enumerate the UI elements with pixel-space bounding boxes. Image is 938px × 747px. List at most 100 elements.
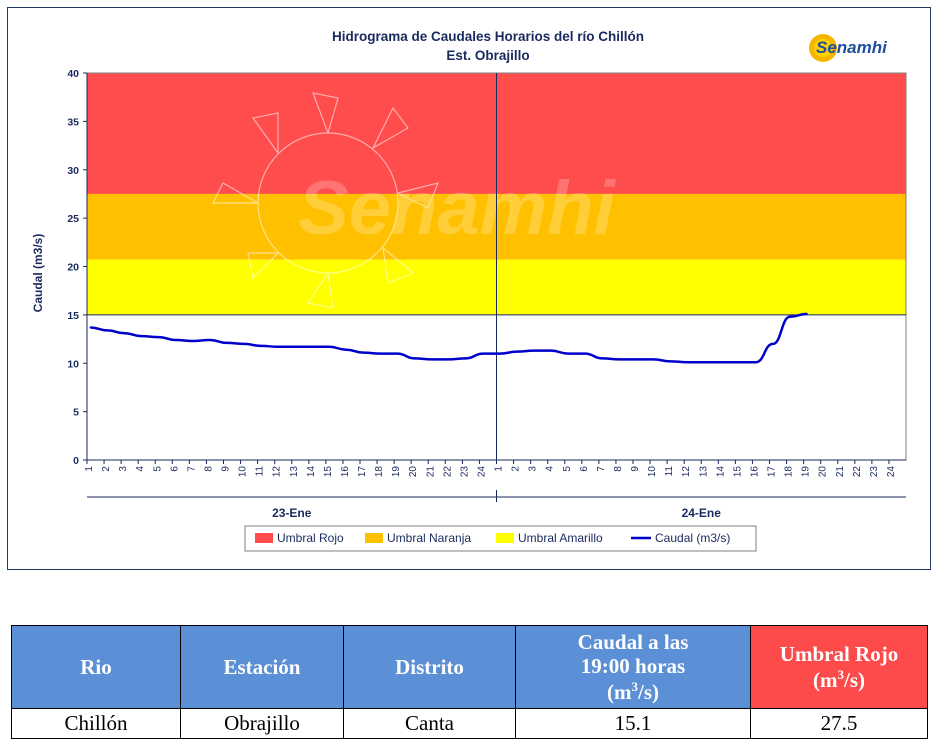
data-point — [157, 336, 160, 338]
x-tick-label: 14 — [306, 466, 317, 478]
x-tick-label: 18 — [784, 466, 795, 478]
x-tick-label: 10 — [647, 466, 658, 478]
data-point — [260, 345, 262, 347]
x-tick-label: 5 — [562, 466, 573, 472]
data-point — [737, 361, 740, 364]
logo-text: Senamhi — [816, 38, 888, 57]
cell-umbral: 27.5 — [750, 708, 928, 739]
header-caudal-unit-sup: 3 — [631, 678, 639, 694]
x-tick-label: 4 — [545, 466, 556, 472]
x-tick-label: 21 — [835, 466, 846, 478]
y-tick-label: 20 — [67, 262, 79, 274]
x-tick-label: 11 — [664, 466, 675, 477]
data-point — [379, 352, 382, 355]
data-point — [789, 316, 791, 318]
x-tick-label: 12 — [272, 466, 283, 478]
x-tick-label: 4 — [135, 466, 146, 472]
x-tick-label: 17 — [357, 466, 368, 478]
x-tick-label: 20 — [818, 466, 829, 478]
x-tick-label: 7 — [186, 466, 197, 472]
legend-item-4-label: Caudal (m3/s) — [655, 531, 730, 545]
data-point — [294, 346, 296, 348]
data-point — [447, 358, 450, 361]
data-point — [703, 361, 706, 364]
data-point — [806, 313, 808, 315]
data-point — [396, 352, 399, 355]
x-tick-label: 23 — [869, 466, 880, 478]
x-tick-label: 3 — [118, 466, 129, 472]
watermark: Senamhi — [212, 92, 617, 309]
header-caudal: Caudal a las 19:00 horas (m3/s) — [515, 625, 751, 709]
x-tick-label: 6 — [579, 466, 590, 472]
header-umbral: Umbral Rojo (m3/s) — [750, 625, 928, 709]
data-point — [772, 343, 774, 345]
header-umbral-unit-sup: 3 — [837, 666, 845, 682]
x-tick-label: 24 — [886, 466, 897, 478]
x-tick-label: 15 — [323, 466, 334, 478]
data-point — [550, 349, 552, 352]
sun-icon — [809, 34, 837, 62]
legend-item-2-label: Umbral Naranja — [387, 531, 471, 545]
x-tick-label: 9 — [630, 466, 641, 472]
data-point — [516, 350, 518, 353]
x-tick-label: 8 — [613, 466, 624, 472]
x-tick-label: 20 — [408, 466, 419, 478]
table-header-row: Rio Estación Distrito Caudal a las 19:00… — [11, 625, 928, 709]
x-tick-label: 23 — [459, 466, 470, 478]
data-point — [533, 349, 535, 352]
data-point — [209, 339, 211, 341]
series-layer — [89, 312, 808, 364]
legend-item-1-label: Umbral Rojo — [277, 531, 344, 545]
x-tick-labels: 1 2 3 4 5 6 7 8 9 10 11 12 13 14 15 16 17 18 19 20 21 22 23 24 1… — [84, 460, 906, 520]
x-tick-label: 1 — [494, 466, 505, 472]
legend-item-3-label: Umbral Amarillo — [518, 531, 603, 545]
data-point — [362, 351, 365, 354]
y-tick-label: 0 — [73, 455, 79, 467]
x-tick-label: 13 — [289, 466, 300, 478]
data-point — [755, 361, 757, 364]
legend-item-2-swatch — [365, 533, 383, 543]
data-point — [720, 361, 723, 364]
data-point — [191, 340, 194, 342]
data-point — [243, 343, 245, 345]
x-tick-label: 19 — [801, 466, 812, 478]
x-tick-label: 2 — [511, 466, 522, 472]
data-point — [89, 326, 92, 329]
x-tick-label: 2 — [101, 466, 112, 472]
y-tick-label: 40 — [67, 68, 79, 80]
data-point — [174, 339, 177, 341]
x-tick-label: 22 — [852, 466, 863, 478]
header-caudal-unit-post: /s) — [638, 679, 659, 704]
header-caudal-line2: 19:00 horas — [580, 654, 686, 679]
legend: Umbral Rojo Umbral Naranja Umbral Amarillo… — [244, 525, 757, 552]
x-tick-label: 1 — [84, 466, 95, 472]
data-point — [123, 332, 126, 335]
cell-rio: Chillón — [11, 708, 181, 739]
x-tick-label: 5 — [152, 466, 163, 472]
hydrograph-chart: Hidrograma de Caudales Horarios del río … — [31, 29, 907, 552]
chart-frame: Hidrograma de Caudales Horarios del río … — [7, 7, 931, 570]
x-tick-label: 18 — [374, 466, 385, 478]
x-tick-label: 17 — [767, 466, 778, 478]
legend-item-3-swatch — [496, 533, 514, 543]
cell-distrito: Canta — [343, 708, 516, 739]
data-point — [311, 346, 314, 348]
data-point — [345, 348, 348, 351]
x-tick-label: 7 — [596, 466, 607, 472]
data-point — [277, 346, 279, 348]
cell-caudal: 15.1 — [515, 708, 751, 739]
x-tick-label: 10 — [238, 466, 249, 478]
data-point — [482, 352, 484, 355]
watermark-sun-icon — [212, 92, 439, 309]
x-tick-label: 16 — [340, 466, 351, 478]
x-tick-label: 13 — [698, 466, 709, 478]
x-tick-label: 3 — [528, 466, 539, 472]
x-tick-label: 15 — [732, 466, 743, 478]
day-label: 24-Ene — [682, 506, 722, 520]
data-point — [464, 357, 467, 360]
header-umbral-line1: Umbral Rojo — [779, 641, 899, 666]
data-point — [601, 357, 604, 360]
data-point — [618, 358, 621, 361]
data-point — [140, 335, 143, 337]
x-tick-label: 8 — [203, 466, 214, 472]
